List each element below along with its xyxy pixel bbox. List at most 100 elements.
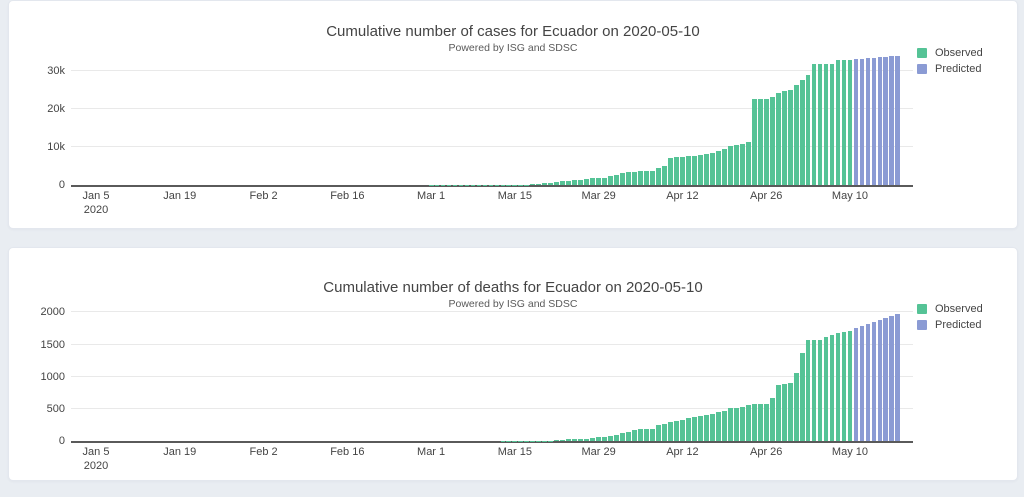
bar-observed[interactable]: [578, 179, 584, 185]
bar-observed[interactable]: [745, 405, 751, 441]
bar-observed[interactable]: [644, 428, 649, 441]
bar-observed[interactable]: [524, 184, 530, 185]
bar-observed[interactable]: [727, 408, 733, 441]
bar-observed[interactable]: [703, 415, 709, 441]
bar-observed[interactable]: [847, 60, 853, 185]
bar-observed[interactable]: [434, 184, 440, 185]
bar-observed[interactable]: [572, 439, 578, 441]
bar-observed[interactable]: [721, 410, 727, 441]
bar-observed[interactable]: [656, 168, 661, 185]
bar-observed[interactable]: [536, 184, 542, 185]
bar-observed[interactable]: [512, 184, 518, 185]
bar-observed[interactable]: [709, 413, 715, 441]
legend-item-predicted[interactable]: Predicted: [917, 319, 983, 331]
bar-observed[interactable]: [650, 170, 655, 185]
bar-observed[interactable]: [584, 438, 590, 441]
bar-observed[interactable]: [530, 184, 536, 185]
bar-observed[interactable]: [560, 439, 566, 441]
bar-observed[interactable]: [554, 440, 560, 441]
bar-predicted[interactable]: [853, 327, 859, 441]
bar-observed[interactable]: [566, 180, 572, 185]
bar-observed[interactable]: [835, 60, 841, 185]
bar-observed[interactable]: [823, 337, 829, 441]
bar-predicted[interactable]: [883, 56, 889, 185]
bar-observed[interactable]: [548, 182, 554, 185]
bar-observed[interactable]: [656, 425, 661, 441]
bar-predicted[interactable]: [859, 325, 865, 441]
bar-observed[interactable]: [452, 184, 458, 185]
bar-observed[interactable]: [715, 150, 721, 185]
bar-observed[interactable]: [500, 440, 506, 441]
bar-observed[interactable]: [566, 439, 572, 441]
bar-observed[interactable]: [787, 90, 793, 185]
bar-observed[interactable]: [811, 340, 817, 441]
bar-predicted[interactable]: [895, 314, 901, 441]
bar-observed[interactable]: [662, 166, 667, 185]
bar-observed[interactable]: [536, 440, 542, 441]
bar-observed[interactable]: [751, 98, 757, 185]
bar-observed[interactable]: [757, 98, 763, 185]
bar-observed[interactable]: [841, 331, 847, 441]
bar-observed[interactable]: [602, 177, 608, 185]
bar-observed[interactable]: [805, 75, 811, 185]
legend-item-observed[interactable]: Observed: [917, 303, 983, 315]
bar-observed[interactable]: [697, 155, 703, 185]
bar-observed[interactable]: [590, 437, 596, 441]
bar-predicted[interactable]: [853, 59, 859, 185]
bar-observed[interactable]: [829, 63, 835, 185]
bar-observed[interactable]: [620, 433, 625, 441]
bar-predicted[interactable]: [871, 57, 877, 185]
bar-observed[interactable]: [632, 171, 637, 185]
bar-observed[interactable]: [668, 157, 673, 185]
bar-observed[interactable]: [518, 184, 524, 185]
bar-observed[interactable]: [608, 436, 614, 441]
legend-item-observed[interactable]: Observed: [917, 47, 983, 59]
legend-item-predicted[interactable]: Predicted: [917, 63, 983, 75]
bar-observed[interactable]: [512, 440, 518, 441]
bar-observed[interactable]: [518, 440, 524, 441]
bar-observed[interactable]: [775, 385, 781, 441]
bar-observed[interactable]: [464, 184, 470, 185]
bar-observed[interactable]: [542, 440, 548, 441]
bar-observed[interactable]: [590, 178, 596, 185]
bar-observed[interactable]: [572, 180, 578, 185]
bar-observed[interactable]: [686, 418, 691, 441]
bar-observed[interactable]: [787, 383, 793, 441]
bar-observed[interactable]: [482, 184, 488, 185]
bar-observed[interactable]: [530, 440, 536, 441]
bar-observed[interactable]: [596, 437, 602, 441]
bar-observed[interactable]: [817, 340, 823, 441]
bar-observed[interactable]: [560, 181, 566, 185]
bar-observed[interactable]: [584, 178, 590, 185]
bar-observed[interactable]: [733, 145, 739, 185]
bar-observed[interactable]: [709, 152, 715, 185]
bar-observed[interactable]: [715, 411, 721, 441]
bar-predicted[interactable]: [877, 319, 883, 441]
bar-observed[interactable]: [638, 429, 643, 441]
bar-observed[interactable]: [620, 172, 625, 185]
bar-observed[interactable]: [542, 183, 548, 185]
bar-observed[interactable]: [721, 148, 727, 185]
bar-observed[interactable]: [751, 403, 757, 441]
bar-observed[interactable]: [674, 420, 679, 441]
cases-plot-area[interactable]: [71, 51, 913, 187]
bar-observed[interactable]: [805, 340, 811, 441]
bar-observed[interactable]: [638, 171, 643, 185]
bar-predicted[interactable]: [895, 55, 901, 185]
bar-observed[interactable]: [614, 435, 619, 441]
bar-observed[interactable]: [626, 172, 631, 185]
bar-observed[interactable]: [476, 184, 482, 185]
bar-predicted[interactable]: [889, 56, 895, 185]
bar-observed[interactable]: [440, 184, 446, 185]
bar-observed[interactable]: [608, 176, 614, 185]
bar-observed[interactable]: [733, 407, 739, 441]
bar-observed[interactable]: [811, 63, 817, 185]
bar-observed[interactable]: [739, 143, 745, 185]
bar-observed[interactable]: [769, 398, 775, 441]
bar-observed[interactable]: [829, 334, 835, 441]
bar-observed[interactable]: [668, 421, 673, 441]
bar-observed[interactable]: [596, 177, 602, 185]
bar-observed[interactable]: [739, 406, 745, 441]
bar-predicted[interactable]: [859, 58, 865, 185]
bar-observed[interactable]: [697, 416, 703, 441]
